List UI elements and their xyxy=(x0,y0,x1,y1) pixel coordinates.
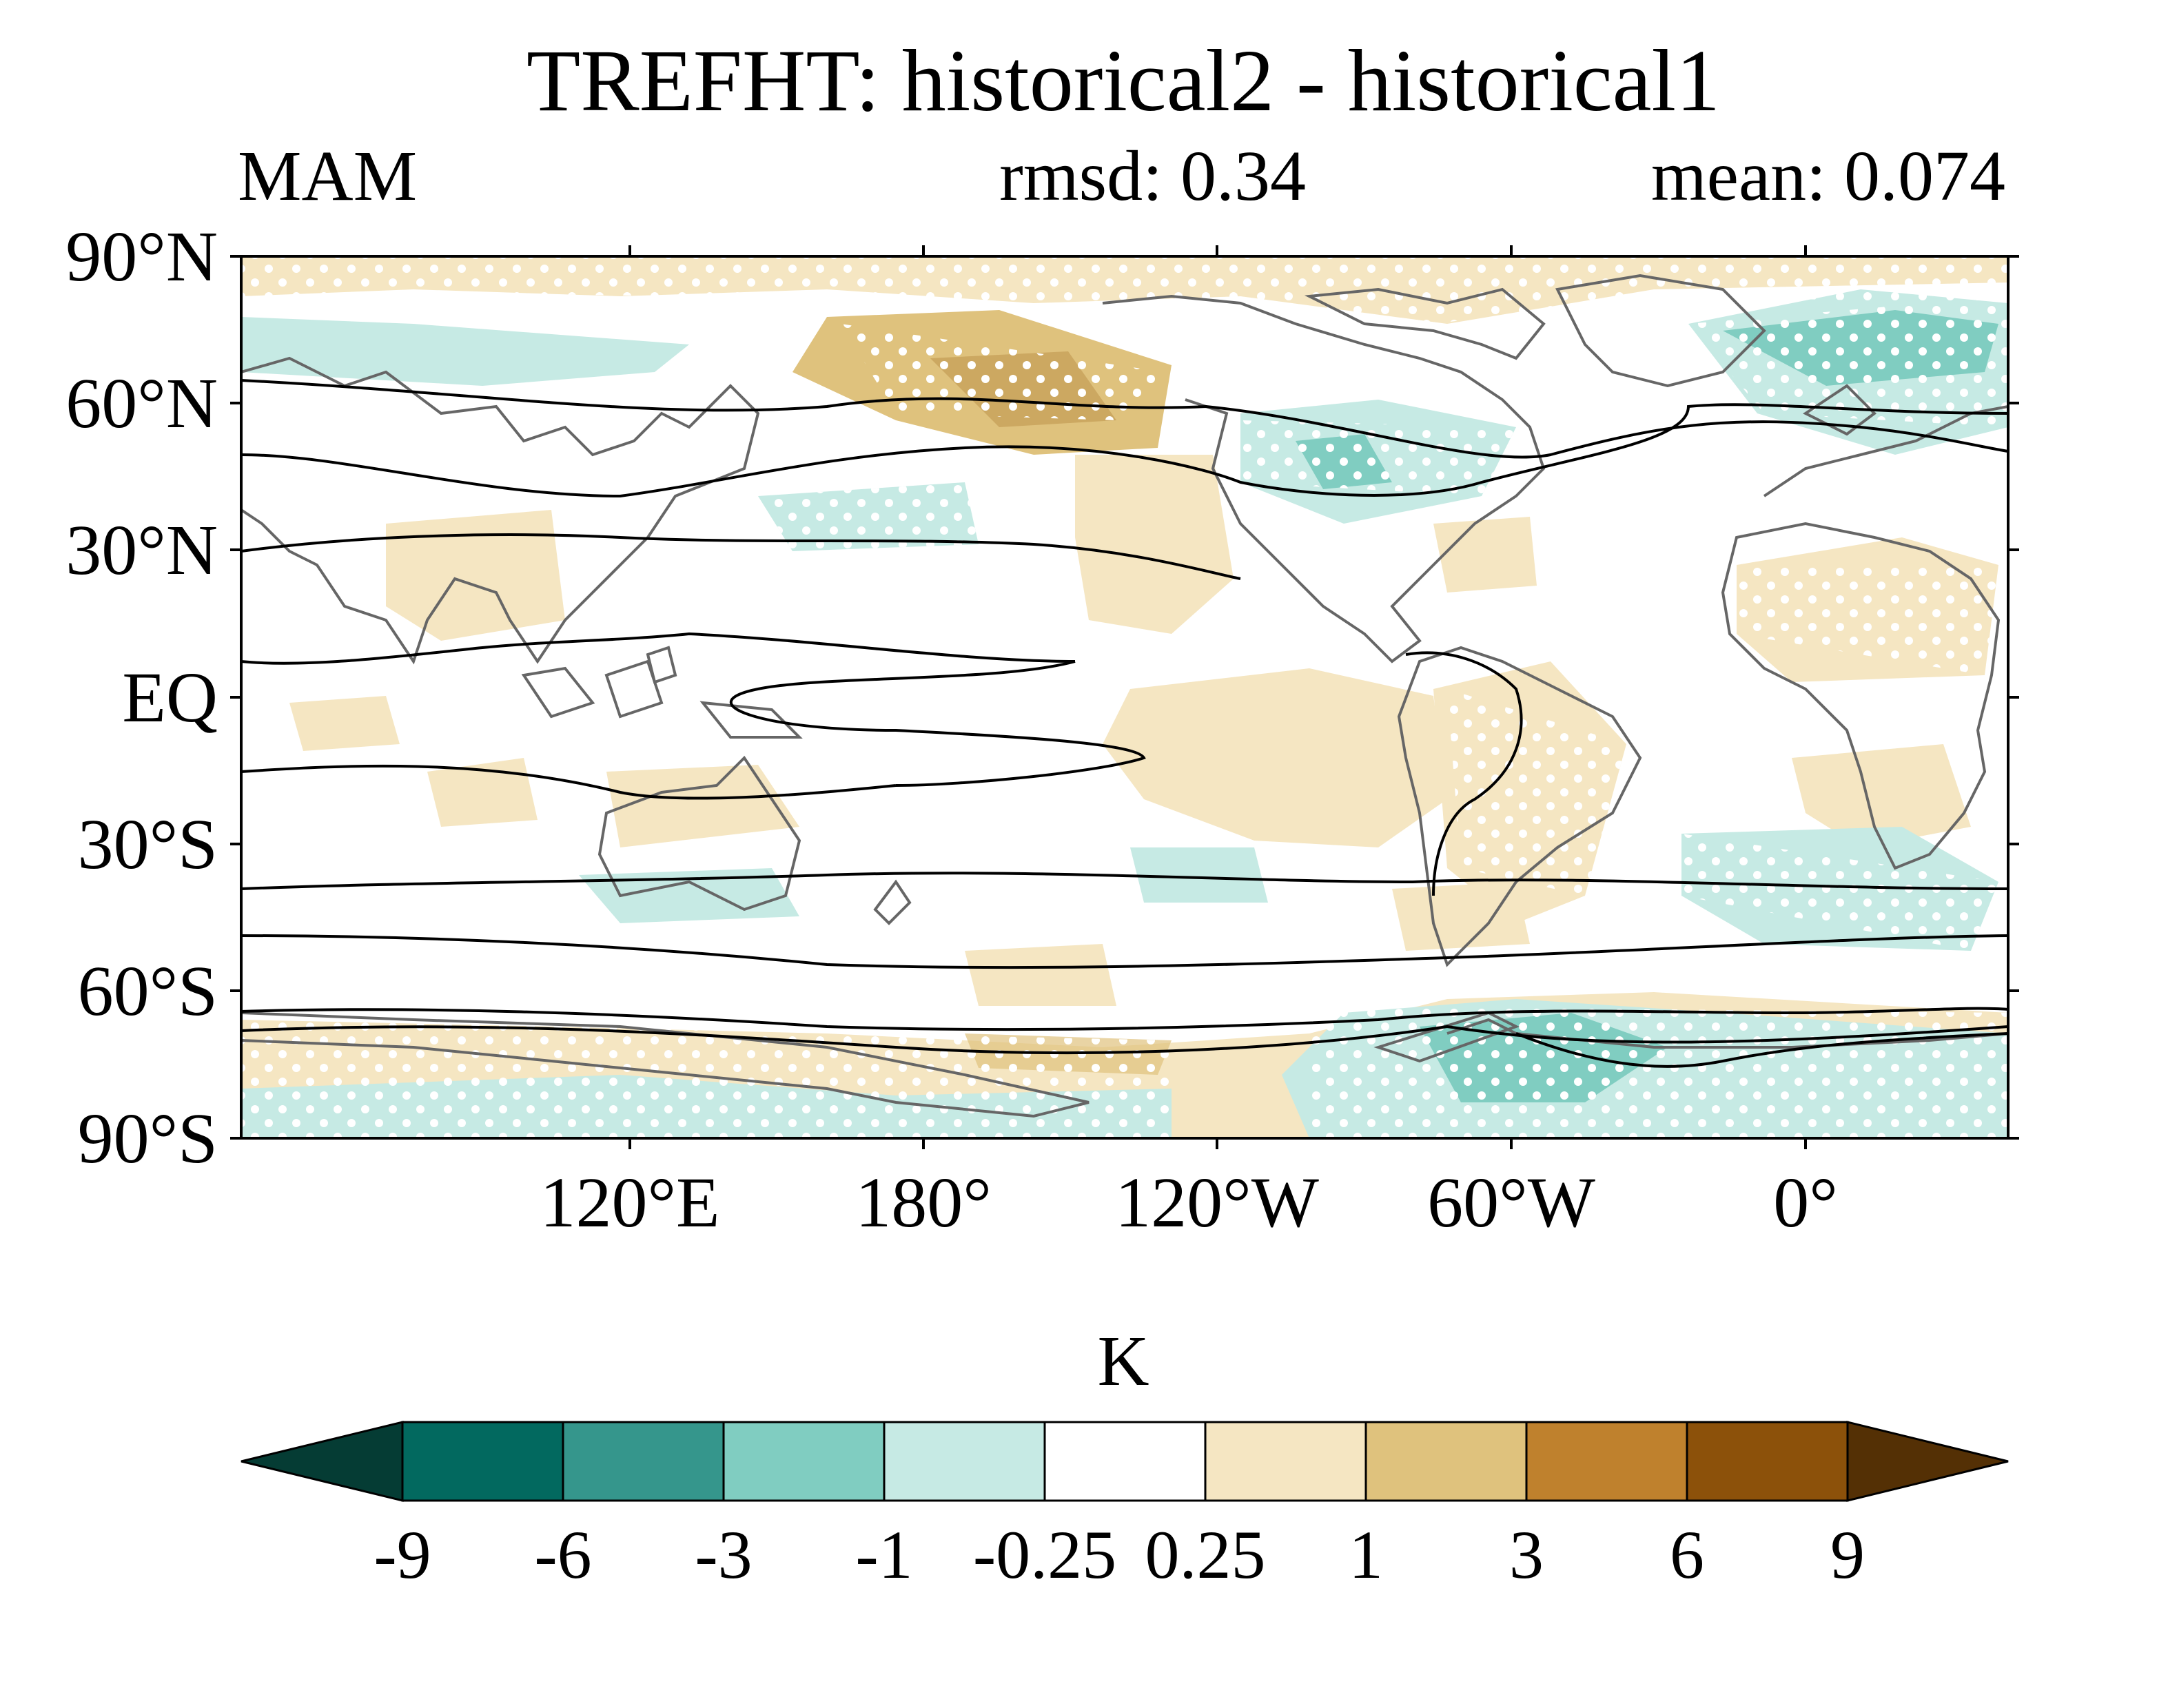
colorbar-cell xyxy=(562,1421,725,1502)
colorbar-tick-label: -9 xyxy=(374,1516,431,1593)
lat-label-30s: 30°S xyxy=(78,805,218,884)
lon-label-60w: 60°W xyxy=(1427,1163,1595,1242)
colorbar-cell xyxy=(1686,1421,1849,1502)
colorbar-cell xyxy=(883,1421,1046,1502)
axis-ticks xyxy=(230,245,2019,1149)
colorbar-cell xyxy=(401,1421,564,1502)
colorbar-tick-label: -1 xyxy=(855,1516,912,1593)
mean-label: mean: 0.074 xyxy=(1651,136,2005,216)
map-title: TREFHT: historical2 - historical1 xyxy=(526,32,1720,130)
season-label: MAM xyxy=(238,136,417,216)
colorbar: K -9 -6 -3 -1 -0.25 0.25 1 3 6 9 xyxy=(241,1321,2009,1593)
latitude-labels: 90°N 60°N 30°N EQ 30°S 60°S 90°S xyxy=(65,217,218,1178)
colorbar-cell xyxy=(1204,1421,1367,1502)
colorbar-max-extension xyxy=(1846,1421,2009,1502)
lon-label-180: 180° xyxy=(855,1163,992,1242)
lat-label-90s: 90°S xyxy=(78,1099,218,1178)
colorbar-tick-label: -6 xyxy=(534,1516,591,1593)
longitude-labels: 120°E 180° 120°W 60°W 0° xyxy=(540,1163,1837,1242)
coastlines xyxy=(241,274,2008,1118)
colorbar-tick-label: 6 xyxy=(1670,1516,1704,1593)
lat-label-60s: 60°S xyxy=(78,951,218,1031)
colorbar-unit-label: K xyxy=(1097,1321,1149,1401)
lon-label-120e: 120°E xyxy=(540,1163,719,1242)
lon-label-120w: 120°W xyxy=(1115,1163,1319,1242)
colorbar-min-extension xyxy=(241,1421,404,1502)
colorbar-cell xyxy=(1364,1421,1528,1502)
colorbar-tick-label: -0.25 xyxy=(973,1516,1116,1593)
lat-label-90n: 90°N xyxy=(65,217,218,296)
map-panel xyxy=(241,256,2008,1138)
colorbar-tick-label: -3 xyxy=(695,1516,752,1593)
colorbar-tick-label: 9 xyxy=(1830,1516,1865,1593)
rmsd-label: rmsd: 0.34 xyxy=(999,136,1306,216)
colorbar-cell xyxy=(1525,1421,1688,1502)
lon-label-0: 0° xyxy=(1773,1163,1838,1242)
colorbar-tick-label: 0.25 xyxy=(1145,1516,1266,1593)
contour-lines xyxy=(241,379,2008,1068)
colorbar-tick-label: 1 xyxy=(1349,1516,1383,1593)
lat-label-60n: 60°N xyxy=(65,364,218,443)
colorbar-cell xyxy=(722,1421,886,1502)
colorbar-tick-label: 3 xyxy=(1509,1516,1544,1593)
lat-label-eq: EQ xyxy=(122,658,218,737)
lat-label-30n: 30°N xyxy=(65,511,218,590)
colorbar-cell xyxy=(1043,1421,1207,1502)
